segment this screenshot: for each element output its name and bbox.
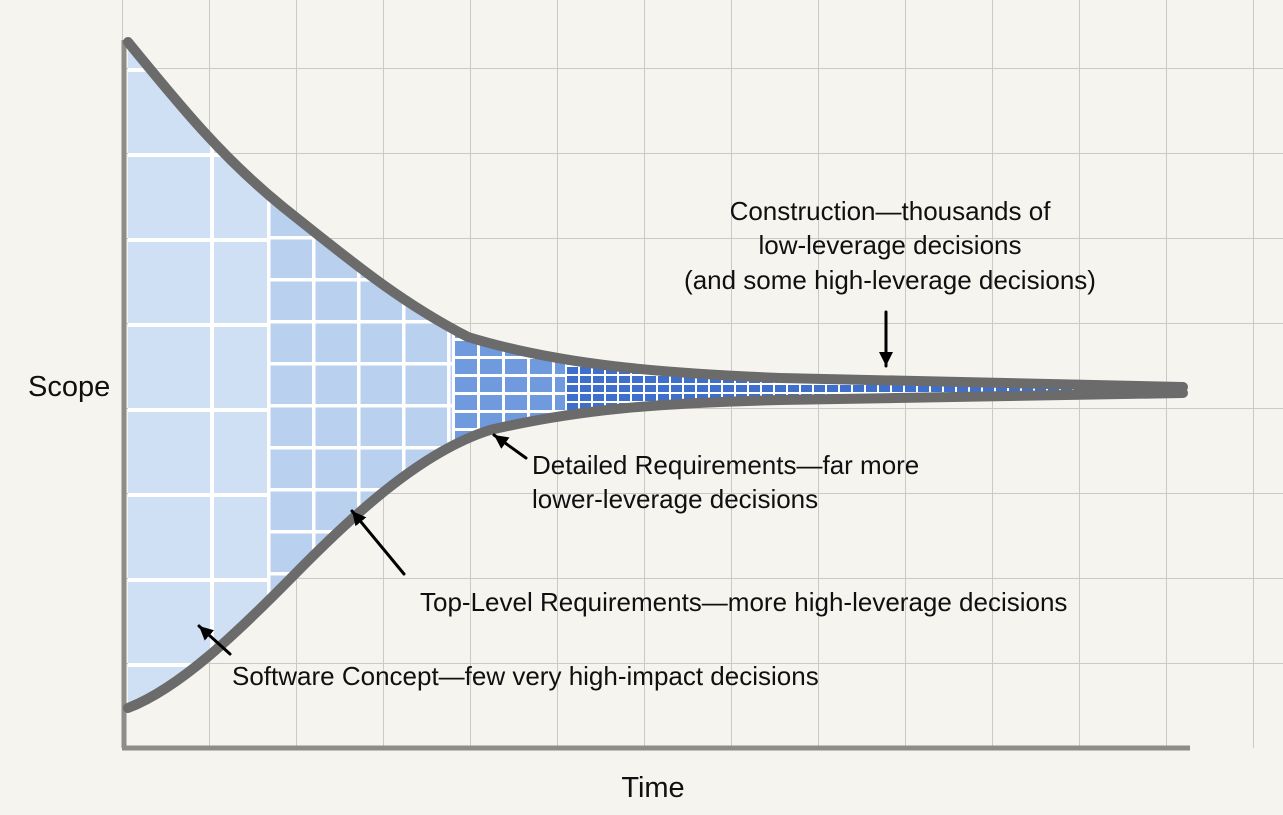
construction-annotation: Construction—thousands of low-leverage d… xyxy=(684,196,1096,295)
software-concept-arrow xyxy=(197,624,232,656)
top-level-requirements-arrow xyxy=(350,509,406,576)
funnel-bottom-border xyxy=(123,388,1188,713)
scope-axis-label: Scope xyxy=(28,371,111,403)
funnel-top-border xyxy=(123,37,1188,392)
top-level-requirements-annotation: Top-Level Requirements—more high-leverag… xyxy=(420,587,1068,617)
detailed-requirements-arrow xyxy=(492,433,528,460)
detailed-requirements-annotation: Detailed Requirements—far more lower-lev… xyxy=(532,450,920,515)
time-axis-label: Time xyxy=(621,772,685,804)
software-concept-annotation: Software Concept—few very high-impact de… xyxy=(232,661,819,691)
